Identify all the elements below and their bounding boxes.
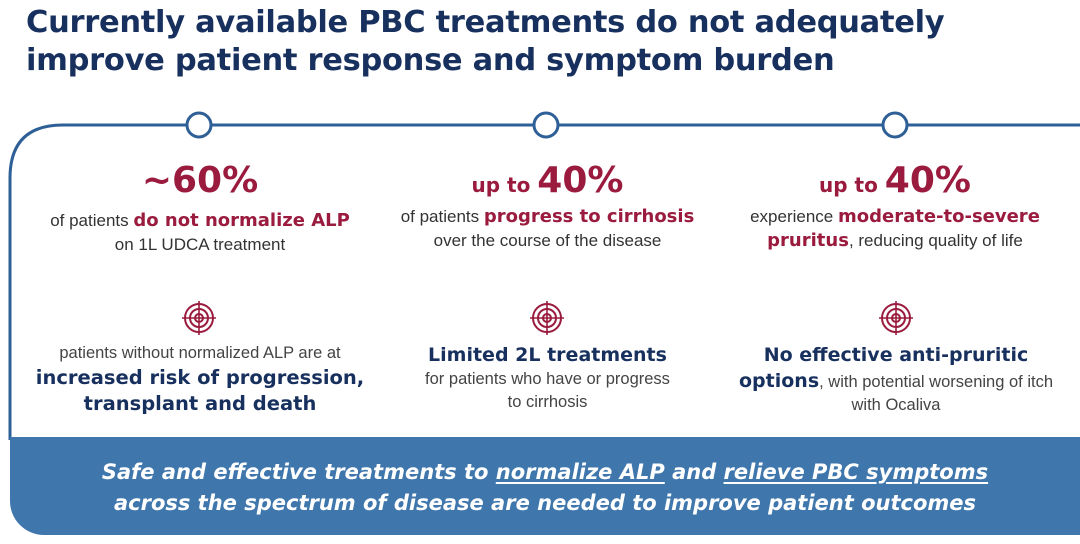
column-cirrhosis: up to 40% of patients progress to cirrho… bbox=[380, 160, 715, 253]
stat-alp: ~60% bbox=[141, 160, 259, 201]
stat-cirrhosis: up to 40% bbox=[471, 160, 624, 201]
conclusion-banner: Safe and effective treatments to normali… bbox=[10, 437, 1080, 535]
column-cirrhosis-consequence: Limited 2L treatments for patients who h… bbox=[425, 344, 670, 411]
timeline-node-1 bbox=[185, 111, 213, 139]
column-pruritus: up to 40% experience moderate-to-severe … bbox=[725, 160, 1065, 253]
stat-alp-description: of patients do not normalize ALP on 1L U… bbox=[50, 210, 350, 254]
target-icon bbox=[182, 301, 216, 335]
link-relieve-symptoms: relieve PBC symptoms bbox=[723, 460, 989, 484]
conclusion-text: Safe and effective treatments to normali… bbox=[101, 460, 989, 515]
target-icon bbox=[530, 301, 564, 335]
column-alp-consequence: patients without normalized ALP are at i… bbox=[35, 344, 365, 415]
page-title: Currently available PBC treatments do no… bbox=[26, 5, 945, 78]
stat-cirrhosis-description: of patients progress to cirrhosis over th… bbox=[400, 206, 695, 250]
timeline-node-3 bbox=[881, 111, 909, 139]
timeline-node-2 bbox=[532, 111, 560, 139]
link-normalize-alp: normalize ALP bbox=[495, 460, 665, 484]
column-alp: ~60% of patients do not normalize ALP on… bbox=[40, 160, 360, 257]
column-pruritus-consequence: No effective anti-pruritic options, with… bbox=[738, 344, 1054, 414]
stat-pruritus: up to 40% bbox=[819, 160, 971, 201]
target-icon bbox=[879, 301, 913, 335]
stat-pruritus-description: experience moderate-to-severe pruritus, … bbox=[750, 206, 1040, 251]
